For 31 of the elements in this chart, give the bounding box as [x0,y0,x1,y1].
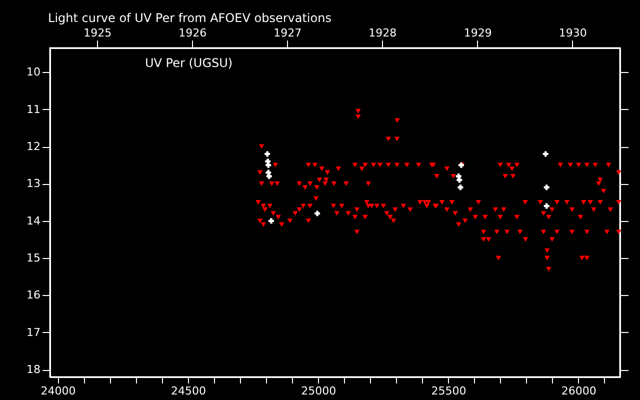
point [266,174,272,179]
point [266,162,272,168]
point [264,151,270,157]
x2-tick-label: 1926 [178,26,207,40]
x-tick-label: 24000 [40,384,76,398]
y-tick-label: 18 [26,363,40,376]
x2-tick-label: 1930 [558,26,587,40]
x2-tick-label: 1927 [274,26,302,40]
y-tick-label: 16 [26,288,40,302]
y-tick-label: 17 [26,326,40,339]
x2-tick-label: 1925 [84,26,112,40]
annotation: UV Per (UGSU) [145,56,233,70]
y-tick-label: 10 [26,66,40,79]
point [314,210,320,216]
y-tick-label: 15 [26,252,40,265]
x-tick-label: 26000 [561,384,596,398]
x2-tick-label: 1929 [464,26,492,40]
x-tick-label: 25500 [431,384,466,398]
y-tick-label: 14 [26,214,40,228]
chart-title: Light curve of UV Per from AFOEV observations [48,11,332,25]
y-tick-label: 11 [26,102,40,116]
point [542,151,548,157]
point [456,177,462,183]
x2-tick-label: 1928 [368,26,397,40]
x-tick-label: 25000 [301,384,336,398]
y-tick-label: 13 [26,177,40,190]
point [268,218,274,224]
x-tick-label: 24500 [170,384,206,398]
y-tick-label: 12 [26,140,40,154]
point [544,184,550,190]
point [458,184,464,190]
